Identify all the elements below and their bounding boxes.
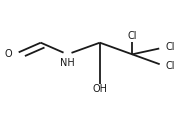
Text: OH: OH — [92, 84, 107, 94]
Text: O: O — [5, 49, 12, 59]
Text: Cl: Cl — [165, 42, 175, 52]
Text: NH: NH — [60, 58, 75, 68]
Text: Cl: Cl — [127, 31, 137, 41]
Text: Cl: Cl — [165, 61, 175, 71]
